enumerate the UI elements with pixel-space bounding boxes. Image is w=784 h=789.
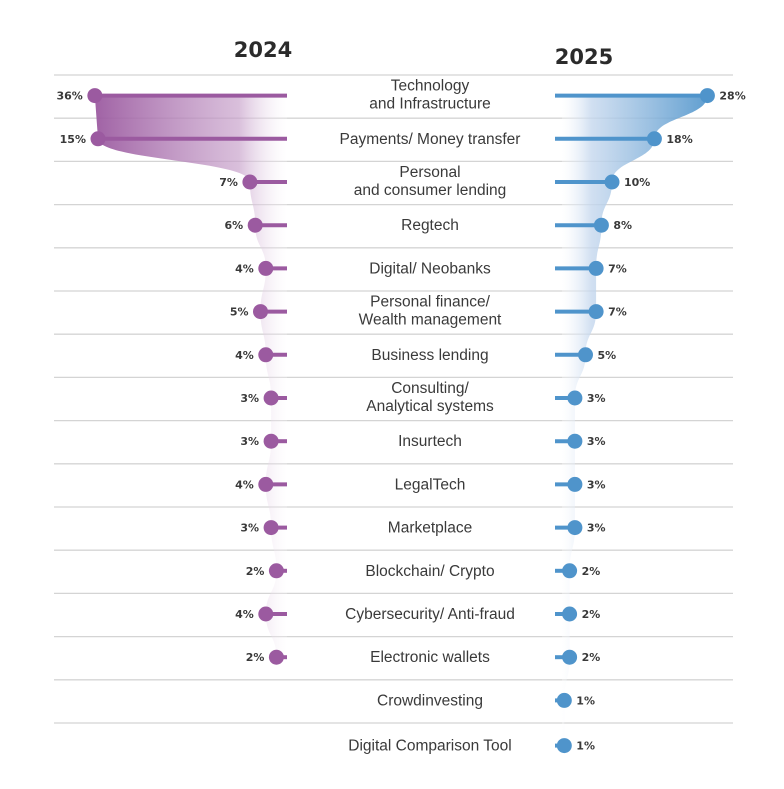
area-2025 — [562, 95, 708, 746]
value-label-2024: 3% — [240, 392, 259, 405]
value-label-2025: 7% — [608, 306, 627, 319]
dot-2024 — [258, 260, 274, 276]
dot-2024 — [258, 606, 274, 622]
value-label-2025: 10% — [624, 176, 650, 189]
value-label-2025: 3% — [587, 522, 606, 535]
category-label: Digital/ Neobanks — [369, 260, 491, 277]
category-label: LegalTech — [395, 476, 466, 493]
dot-2025 — [588, 304, 604, 320]
dot-2025 — [556, 738, 572, 754]
dot-2025 — [588, 260, 604, 276]
value-label-2024: 36% — [57, 90, 83, 103]
category-label: Regtech — [401, 217, 459, 234]
dot-2025 — [562, 606, 578, 622]
dot-2024 — [242, 174, 258, 190]
dot-2025 — [593, 217, 609, 233]
dot-2025 — [567, 520, 583, 536]
value-label-2024: 5% — [230, 306, 249, 319]
value-label-2025: 1% — [576, 740, 595, 753]
value-label-2025: 18% — [666, 133, 692, 146]
value-label-2025: 28% — [719, 90, 745, 103]
dot-2024 — [263, 390, 279, 406]
category-label: Technology and Infrastructure — [369, 78, 490, 113]
category-label: Personal finance/Wealth management — [359, 294, 502, 329]
dot-2025 — [578, 347, 593, 363]
dot-2024 — [87, 88, 103, 104]
value-label-2025: 3% — [587, 435, 606, 448]
category-label: Consulting/Analytical systems — [366, 380, 494, 415]
area-2024 — [94, 95, 287, 658]
labels-layer: Technology and Infrastructure 36% 28% Paymen… — [57, 78, 746, 755]
dot-2025 — [567, 390, 583, 406]
category-label-line: and Infrastructure — [369, 96, 490, 113]
category-label-line: Technology — [391, 78, 470, 95]
category-label: Payments/ Money transfer — [340, 131, 521, 148]
value-label-2025: 8% — [613, 219, 632, 232]
value-label-2024: 15% — [60, 133, 86, 146]
dot-2025 — [604, 174, 620, 190]
dot-2024 — [268, 649, 284, 665]
value-label-2024: 4% — [235, 608, 254, 621]
value-label-2024: 3% — [240, 522, 259, 535]
category-label-line: Personal — [399, 164, 460, 181]
category-label: Marketplace — [388, 520, 472, 537]
dot-2025 — [646, 131, 662, 147]
dot-2024 — [90, 131, 106, 147]
dot-2024 — [247, 217, 263, 233]
marks-layer — [87, 88, 715, 754]
value-label-2024: 4% — [235, 349, 254, 362]
area-layer — [94, 95, 708, 746]
category-label: Electronic wallets — [370, 649, 490, 666]
value-label-2024: 4% — [235, 478, 254, 491]
value-label-2025: 2% — [582, 651, 601, 664]
year-title-2024: 2024 — [234, 38, 292, 62]
year-title-2025: 2025 — [555, 45, 613, 69]
category-label: Cybersecurity/ Anti-fraud — [345, 606, 515, 623]
dot-2025 — [567, 476, 583, 492]
value-label-2025: 2% — [582, 565, 601, 578]
dot-2024 — [263, 520, 279, 536]
value-label-2024: 2% — [246, 565, 265, 578]
category-label-line: Consulting/ — [391, 380, 469, 397]
dot-2024 — [258, 347, 274, 363]
dot-2024 — [268, 563, 284, 579]
category-label: Crowdinvesting — [377, 692, 483, 709]
dot-2024 — [253, 304, 268, 320]
value-label-2024: 6% — [225, 219, 244, 232]
value-label-2024: 3% — [240, 435, 259, 448]
value-label-2025: 7% — [608, 262, 627, 275]
category-label-line: Personal finance/ — [370, 294, 490, 311]
category-label-line: and consumer lending — [354, 182, 507, 199]
dot-2025 — [562, 649, 578, 665]
category-label: Business lending — [371, 347, 488, 364]
category-label: Blockchain/ Crypto — [365, 563, 494, 580]
category-label-line: Analytical systems — [366, 398, 494, 415]
dot-2024 — [258, 476, 274, 492]
value-label-2025: 3% — [587, 478, 606, 491]
category-label: Insurtech — [398, 433, 462, 450]
value-label-2025: 5% — [598, 349, 617, 362]
dot-2025 — [567, 433, 583, 449]
dot-2024 — [263, 433, 279, 449]
value-label-2025: 3% — [587, 392, 606, 405]
gridlines — [54, 74, 733, 724]
value-label-2024: 4% — [235, 262, 254, 275]
dot-2025 — [562, 563, 578, 579]
value-label-2025: 1% — [576, 694, 595, 707]
value-label-2024: 7% — [219, 176, 238, 189]
category-label: Personal and consumer lending — [354, 164, 507, 199]
category-label: Digital Comparison Tool — [348, 738, 511, 755]
category-label-line: Wealth management — [359, 312, 502, 329]
dot-2025 — [699, 88, 715, 104]
value-label-2025: 2% — [582, 608, 601, 621]
dot-2025 — [556, 692, 572, 708]
value-label-2024: 2% — [246, 651, 265, 664]
